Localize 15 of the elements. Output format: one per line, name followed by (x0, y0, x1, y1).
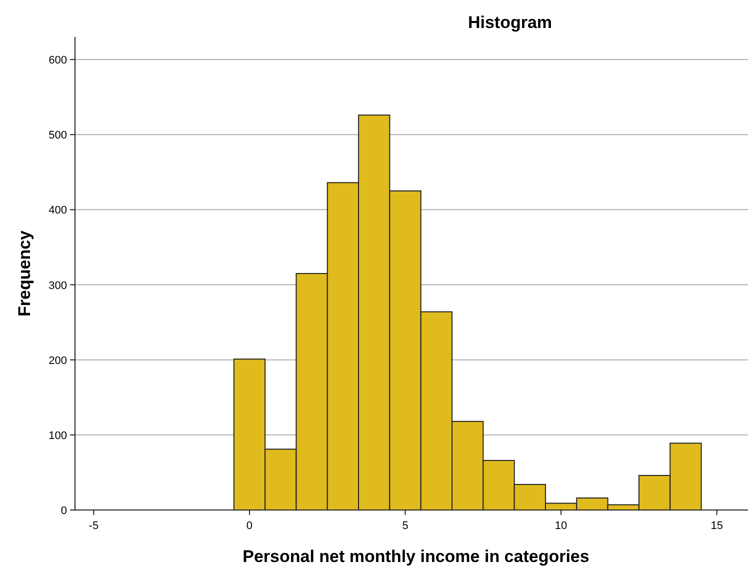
y-tick-label: 400 (48, 204, 67, 217)
x-tick-label: 15 (710, 520, 723, 532)
x-tick-label: 5 (402, 520, 408, 532)
x-tick-label: 0 (246, 520, 253, 532)
y-tick-label: 0 (60, 505, 67, 517)
y-axis-title: Frequency (15, 230, 34, 316)
x-tick-label: 10 (554, 520, 568, 532)
y-tick-label: 200 (48, 354, 67, 367)
chart-title: Histogram (468, 13, 552, 32)
y-tick-label: 300 (48, 280, 67, 292)
y-tick-label: 500 (48, 130, 67, 142)
y-tick-label: 100 (48, 430, 67, 442)
y-tick-label: 600 (48, 54, 67, 67)
x-axis-title: Personal net monthly income in categories (242, 547, 590, 566)
x-tick-label: -5 (88, 520, 99, 532)
